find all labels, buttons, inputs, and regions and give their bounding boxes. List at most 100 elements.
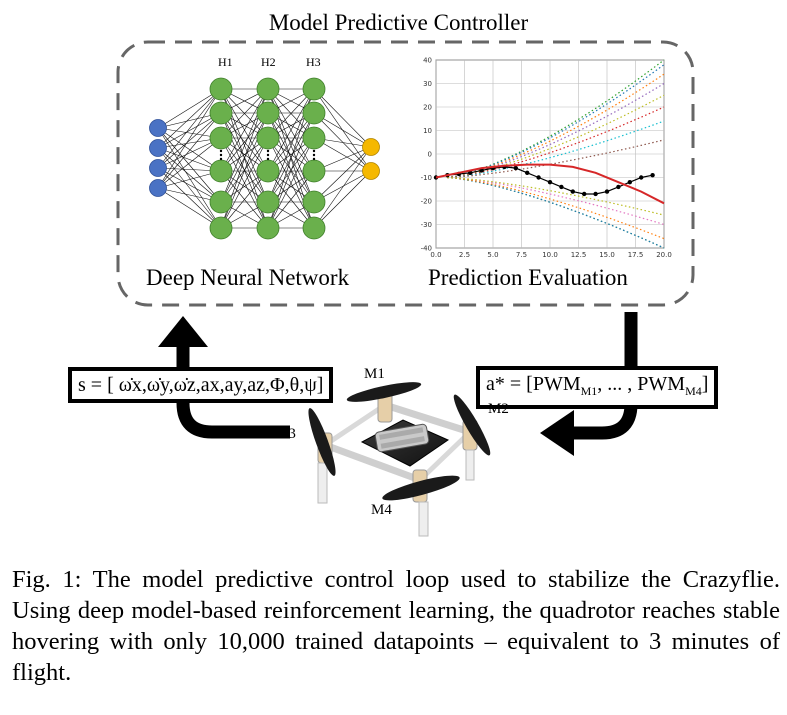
- nn-ellipsis-dot: [312, 157, 316, 161]
- nn-edge: [220, 137, 269, 229]
- nn-title: Deep Neural Network: [146, 265, 350, 290]
- plot-y-tick: 30: [423, 80, 432, 88]
- mpc-dashed-box: [116, 40, 695, 307]
- nn-ellipsis-dot: [219, 149, 223, 153]
- nn-edge: [220, 88, 269, 172]
- nn-hidden-node: [302, 126, 326, 150]
- nn-input-node: [149, 159, 167, 177]
- plot-point: [536, 175, 541, 180]
- plot-x-tick: 17.5: [628, 251, 644, 259]
- nn-hidden-node: [256, 190, 280, 214]
- nn-edge: [313, 112, 372, 172]
- plot-rollout-line: [447, 176, 665, 249]
- plot-rollout-line: [447, 176, 665, 216]
- plot-point: [639, 175, 644, 180]
- nn-hidden-node: [302, 101, 326, 125]
- nn-output-node: [362, 162, 380, 180]
- nn-hidden-node: [256, 216, 280, 240]
- motor-label-m2: M2: [488, 401, 509, 417]
- nn-edge: [220, 170, 269, 229]
- nn-edge: [157, 88, 222, 129]
- nn-ellipsis-dot: [266, 157, 270, 161]
- nn-nodes: [149, 77, 380, 240]
- plot-rollout-line: [447, 120, 665, 179]
- motor-label-m3: M3: [275, 426, 296, 442]
- nn-edge: [157, 187, 222, 229]
- plot-tick-labels: 0.0 2.5 5.0 7.5 10.0 12.5 15.0 17.5 20.0 40 30 20 10…: [421, 57, 672, 260]
- nn-edge: [220, 112, 269, 172]
- plot-point: [513, 165, 518, 171]
- plot-y-tick: -40: [421, 245, 432, 253]
- plot-point: [627, 180, 632, 185]
- plot-y-tick: 0: [428, 151, 432, 159]
- nn-edge: [157, 127, 222, 172]
- nn-hidden-node: [209, 216, 233, 240]
- motor-label-m1: M1: [364, 366, 385, 382]
- nn-edge: [157, 147, 222, 203]
- action-sub-m1: M1: [580, 384, 598, 398]
- nn-ellipsis-dot: [266, 149, 270, 153]
- nn-hidden-node: [209, 77, 233, 101]
- state-vector-box: s = [ ω̇x,ω̇y,ω̇z,ax,ay,az,Φ,θ,ψ]: [68, 367, 334, 403]
- plot-point: [650, 172, 655, 178]
- plot-x-tick: 2.5: [459, 251, 470, 259]
- nn-edge: [267, 112, 315, 203]
- nn-edge: [157, 137, 222, 189]
- plot-point: [468, 170, 473, 175]
- action-suffix: ]: [701, 373, 709, 395]
- plot-x-tick: 7.5: [516, 251, 527, 259]
- nn-hidden-node: [209, 159, 233, 183]
- propeller-m1: [346, 382, 422, 402]
- nn-edge: [157, 112, 222, 169]
- plot-rollout-line: [447, 176, 665, 240]
- nn-ellipsis-dot: [312, 149, 316, 153]
- nn-hidden-node: [256, 126, 280, 150]
- plot-x-tick: 15.0: [599, 251, 615, 259]
- layer-label-h2: H2: [261, 55, 276, 69]
- plot-point: [547, 180, 553, 185]
- plot-y-tick: 40: [423, 57, 432, 65]
- nn-ellipsis-dot: [312, 153, 316, 157]
- nn-edge: [157, 88, 222, 189]
- nn-hidden-node: [256, 159, 280, 183]
- nn-edge: [313, 146, 372, 203]
- action-vector-box: a* = [PWMM1, ... , PWMM4]: [476, 366, 719, 409]
- nn-output-node: [362, 138, 380, 156]
- plot-point: [570, 189, 575, 194]
- layer-label-h3: H3: [306, 55, 321, 69]
- action-prefix: a* = [PWM: [486, 373, 581, 395]
- plot-rollout-line: [447, 176, 665, 226]
- plot-series-line: [435, 163, 665, 205]
- nn-edge: [157, 88, 222, 149]
- plot-x-tick: 10.0: [542, 251, 558, 259]
- state-vector-formula: s = [ ω̇x,ω̇y,ω̇z,ax,ay,az,Φ,θ,ψ]: [78, 374, 324, 396]
- plot-rollout-line: [447, 106, 665, 179]
- plot-point: [604, 189, 610, 194]
- nn-edge: [157, 127, 222, 203]
- nn-hidden-node: [302, 77, 326, 101]
- nn-input-node: [149, 139, 167, 157]
- crazyflie-quadrotor: [308, 382, 491, 537]
- plot-x-tick: 0.0: [430, 251, 441, 259]
- plot-x-tick: 12.5: [571, 251, 587, 259]
- plot-rollout-line: [447, 139, 665, 179]
- nn-ellipsis-dot: [219, 157, 223, 161]
- propeller-m2: [453, 394, 491, 456]
- motor-label-m4: M4: [371, 502, 392, 518]
- nn-edge: [313, 146, 372, 229]
- action-sub-m4: M4: [685, 384, 702, 398]
- plot-point: [479, 168, 484, 173]
- nn-hidden-node: [209, 101, 233, 125]
- nn-edge: [157, 167, 222, 203]
- nn-hidden-node: [302, 190, 326, 214]
- nn-edge: [267, 88, 315, 172]
- plot-y-tick: 20: [423, 104, 432, 112]
- nn-edge: [220, 112, 269, 203]
- nn-input-node: [149, 179, 167, 197]
- mpc-title: Model Predictive Controller: [268, 10, 529, 35]
- plot-series: [433, 163, 665, 205]
- plot-point: [559, 184, 564, 190]
- state-arrow-head: [158, 316, 208, 347]
- plot-point: [616, 184, 621, 190]
- nn-edge: [157, 127, 222, 229]
